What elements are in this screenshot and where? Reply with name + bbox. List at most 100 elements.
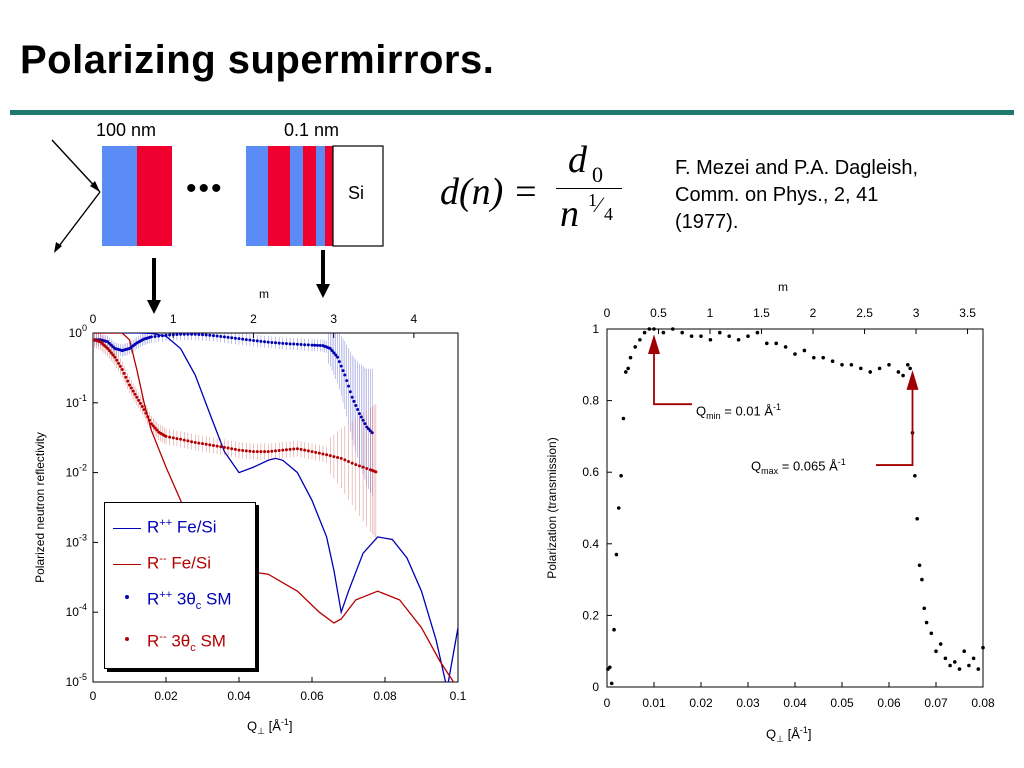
data-point <box>292 342 296 346</box>
data-point <box>148 418 152 422</box>
data-point <box>746 334 750 338</box>
data-point <box>626 366 630 371</box>
data-point <box>652 327 656 331</box>
data-point <box>374 470 378 474</box>
data-point <box>357 464 361 468</box>
data-point <box>259 339 263 343</box>
data-point <box>153 426 157 430</box>
qmin-annotation: Qmin = 0.01 Å-1 <box>696 402 782 421</box>
data-point <box>315 343 319 347</box>
neutron-beam-arrows <box>51 139 101 253</box>
right-x-tick-label: 0.08 <box>971 696 995 710</box>
right-x-tick-label: 0 <box>604 696 611 710</box>
data-point <box>211 334 215 338</box>
data-point <box>314 450 318 454</box>
data-point <box>967 663 971 668</box>
data-point <box>255 450 259 454</box>
data-point <box>118 364 122 368</box>
data-point <box>222 445 226 449</box>
title-divider <box>10 110 1014 115</box>
data-point <box>303 343 307 347</box>
data-point <box>908 366 912 371</box>
reference: F. Mezei and P.A. Dagleish, Comm. on Phy… <box>675 155 918 236</box>
right-top-axis-title: m <box>778 280 788 294</box>
left-top-tick-label: 4 <box>411 312 418 326</box>
data-point <box>920 577 924 582</box>
data-point <box>619 473 623 478</box>
data-point <box>144 411 148 415</box>
data-point <box>352 399 356 403</box>
data-point <box>765 341 769 346</box>
data-point <box>859 366 863 371</box>
data-point <box>356 408 360 412</box>
data-point <box>160 334 164 338</box>
data-point <box>812 355 816 360</box>
left-x-tick-label: 0.08 <box>373 689 397 703</box>
data-point <box>124 375 128 379</box>
right-y-tick-label: 0.6 <box>582 465 599 479</box>
legend-swatch <box>125 637 129 641</box>
data-point <box>208 443 212 447</box>
data-point <box>131 389 135 393</box>
data-point <box>179 333 183 336</box>
data-point <box>248 338 252 342</box>
data-point <box>343 458 347 462</box>
data-point <box>624 370 628 374</box>
data-point <box>317 451 321 455</box>
data-point <box>208 333 212 337</box>
data-point <box>628 355 633 360</box>
data-point <box>109 351 113 355</box>
left-x-tick-label: 0 <box>90 689 97 703</box>
data-point <box>774 341 778 346</box>
left-x-tick-label: 0.04 <box>227 689 251 703</box>
data-point <box>111 353 115 357</box>
data-point <box>197 441 201 445</box>
data-point <box>292 447 296 451</box>
data-point <box>241 448 245 452</box>
data-point <box>120 367 124 371</box>
data-point <box>840 363 844 367</box>
data-point <box>614 552 619 557</box>
data-point <box>341 369 345 373</box>
formula-numerator-sub: 0 <box>592 162 603 187</box>
arrow-down-left <box>147 300 161 314</box>
data-point <box>201 333 204 337</box>
data-point <box>306 343 310 347</box>
data-point <box>363 422 367 426</box>
data-point <box>259 450 263 454</box>
data-point <box>612 627 616 632</box>
data-point <box>204 333 208 337</box>
right-top-tick-label: 2 <box>810 306 817 320</box>
left-top-tick-label: 0 <box>90 312 97 326</box>
data-point <box>306 449 310 453</box>
data-point <box>215 444 219 448</box>
data-point <box>274 341 277 345</box>
data-point <box>142 408 146 412</box>
left-x-tick-label: 0.1 <box>450 689 467 703</box>
qmin-arrow <box>653 346 692 406</box>
data-point <box>339 364 343 368</box>
data-point <box>182 333 186 336</box>
data-point <box>226 335 230 339</box>
si-label: Si <box>348 183 365 203</box>
data-point <box>821 355 825 360</box>
data-point <box>193 440 197 444</box>
data-point <box>244 338 248 342</box>
right-top-tick-label: 1.5 <box>753 306 770 320</box>
left-y-tick-label: 10-5 <box>66 672 87 689</box>
right-x-tick-label: 0.04 <box>783 696 807 710</box>
data-point <box>140 404 144 408</box>
data-point <box>699 334 703 338</box>
label-01nm: 0.1 nm <box>284 120 340 140</box>
data-point <box>137 398 141 402</box>
data-point <box>182 438 186 442</box>
data-point <box>310 450 314 454</box>
data-point <box>727 334 731 338</box>
data-point <box>621 416 626 421</box>
left-x-tick-label: 0.02 <box>154 689 178 703</box>
data-point <box>367 427 371 431</box>
data-point <box>736 337 741 342</box>
data-point <box>219 334 223 338</box>
data-point <box>313 343 317 347</box>
data-point <box>190 440 194 444</box>
